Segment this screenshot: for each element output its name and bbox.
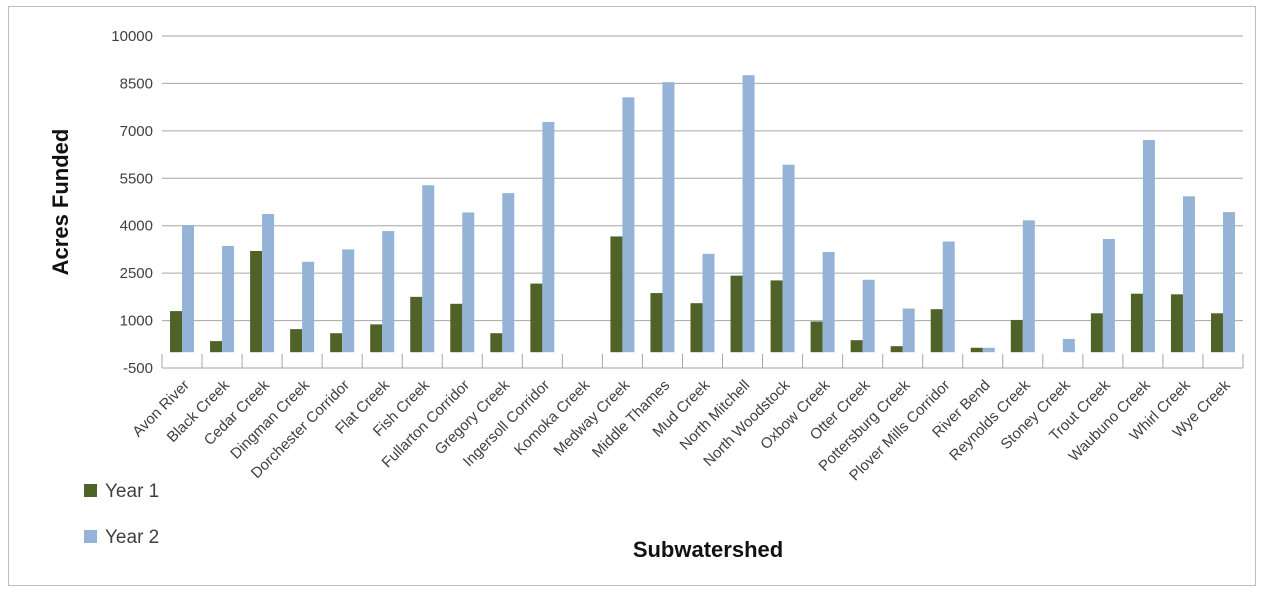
bar-year-2 (942, 241, 955, 353)
legend-label-year-1: Year 1 (105, 481, 159, 502)
bar-year-1 (330, 333, 343, 353)
bar-year-2 (1022, 220, 1035, 353)
bar-year-2 (742, 75, 755, 353)
y-tick-label: 1000 (120, 313, 153, 330)
bar-year-2 (1062, 338, 1075, 353)
legend-swatch-year-2 (84, 530, 97, 543)
x-axis-title: Subwatershed (633, 537, 783, 562)
bar-year-2 (902, 308, 915, 353)
bar-year-1 (1010, 319, 1023, 353)
bar-year-2 (542, 122, 555, 353)
y-tick-label: 8500 (120, 75, 153, 92)
bar-year-1 (210, 341, 223, 353)
y-tick-label: 4000 (120, 218, 153, 235)
bar-year-1 (1170, 294, 1183, 353)
y-tick-label: 10000 (111, 28, 153, 45)
legend: Year 1 Year 2 (84, 481, 159, 548)
y-tick-labels: -500 1000 2500 4000 5500 7000 8500 10000 (111, 28, 153, 377)
bar-year-1 (810, 321, 823, 353)
bar-year-2 (822, 251, 835, 353)
bar-year-1 (170, 311, 183, 353)
bar-year-1 (970, 347, 983, 353)
bar-year-2 (1222, 212, 1235, 353)
bar-year-1 (410, 296, 423, 353)
legend-swatch-year-1 (84, 484, 97, 497)
bar-year-1 (1130, 293, 1143, 353)
bar-year-1 (610, 236, 623, 353)
bar-year-2 (262, 214, 275, 353)
bars (170, 75, 1235, 353)
bar-year-1 (290, 329, 303, 353)
bar-year-2 (222, 245, 235, 353)
y-axis-title: Acres Funded (48, 129, 73, 276)
bar-year-1 (690, 303, 703, 353)
legend-label-year-2: Year 2 (105, 527, 159, 548)
bar-year-2 (1142, 140, 1155, 353)
bar-year-2 (422, 185, 435, 353)
bar-year-2 (462, 212, 475, 353)
bar-year-1 (1090, 313, 1103, 353)
bar-year-2 (862, 279, 875, 353)
bar-year-1 (490, 333, 503, 353)
bar-year-2 (382, 231, 395, 353)
y-tick-label: 7000 (120, 123, 153, 140)
y-tick-label: -500 (123, 360, 153, 377)
bar-year-2 (182, 225, 195, 353)
bar-year-1 (450, 303, 463, 353)
bar-year-2 (342, 249, 355, 353)
bar-year-1 (770, 280, 783, 353)
bar-year-2 (782, 164, 795, 353)
bar-year-1 (850, 340, 863, 353)
bar-year-2 (702, 253, 715, 353)
bar-year-1 (1210, 313, 1223, 353)
bar-year-2 (1102, 238, 1115, 353)
y-tick-label: 5500 (120, 170, 153, 187)
bar-year-2 (622, 97, 635, 353)
bar-year-1 (370, 324, 383, 353)
bar-year-1 (930, 309, 943, 353)
bar-year-1 (250, 251, 263, 353)
bar-year-1 (730, 275, 743, 353)
y-tick-label: 2500 (120, 265, 153, 282)
bar-year-2 (502, 193, 515, 353)
bar-year-1 (890, 346, 903, 353)
bar-year-1 (650, 293, 663, 353)
bar-year-2 (982, 347, 995, 353)
bar-year-2 (662, 82, 675, 353)
bar-year-2 (1182, 196, 1195, 353)
bar-year-2 (302, 261, 315, 353)
bar-year-1 (530, 283, 543, 353)
